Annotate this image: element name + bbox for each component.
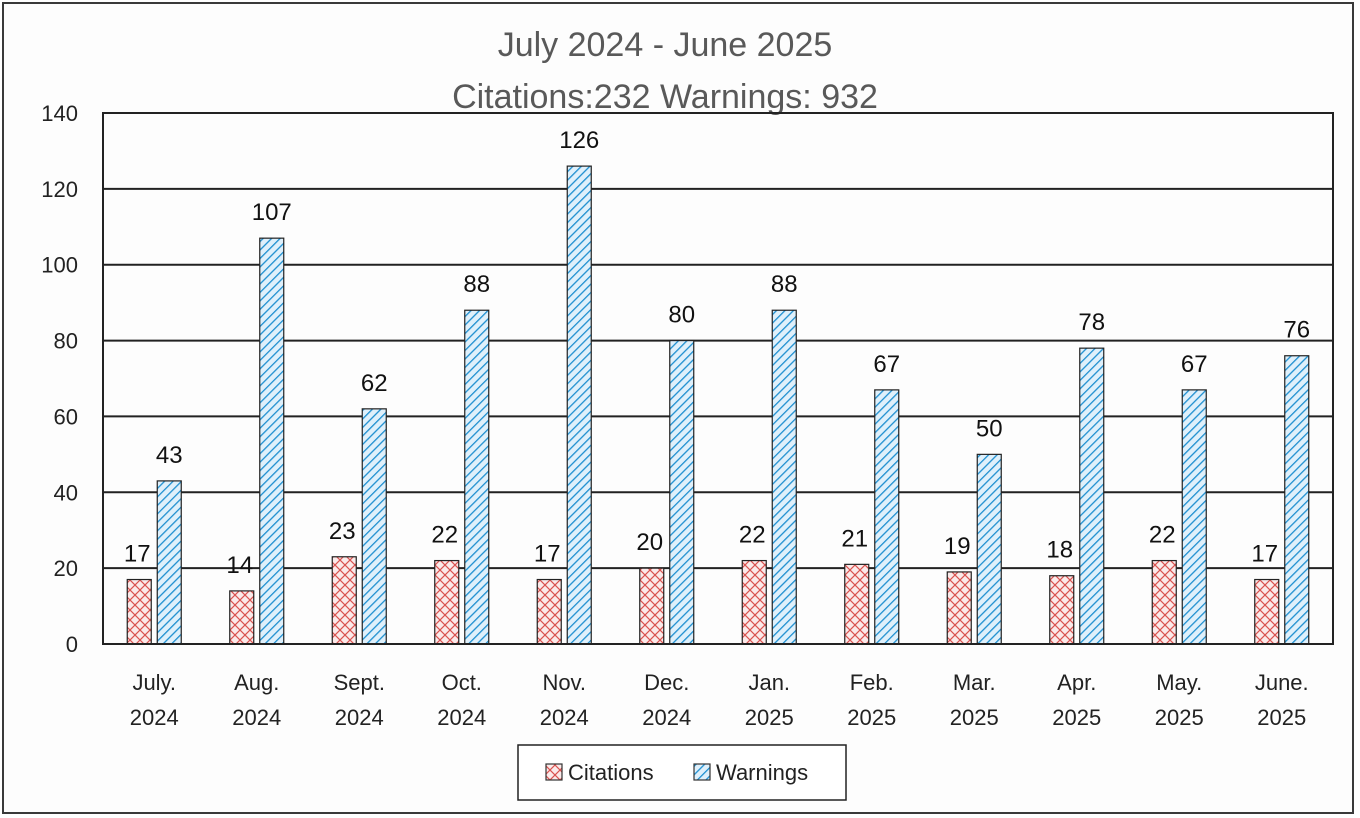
bar-warnings: [259, 237, 285, 645]
y-tick-label: 0: [66, 632, 78, 657]
x-tick-label: Oct.: [442, 670, 482, 695]
data-label-warnings: 78: [1078, 309, 1105, 336]
data-label-citations: 20: [636, 529, 663, 556]
plot-border: [102, 112, 1334, 645]
chart-subtitle: Citations:232 Warnings: 932: [452, 78, 878, 116]
data-label-warnings: 43: [156, 442, 183, 469]
bar-citations: [331, 556, 357, 645]
chart-title: July 2024 - June 2025: [498, 26, 833, 64]
bar-warnings: [566, 165, 592, 645]
bar-citations: [946, 571, 972, 645]
bars: [126, 165, 1310, 645]
y-axis-ticks: 0 20 40 60 80 100 120 140: [41, 101, 78, 657]
x-tick-label: 2025: [1052, 705, 1101, 730]
x-tick-label: 2025: [745, 705, 794, 730]
data-label-citations: 22: [431, 522, 458, 549]
x-tick-label: Sept.: [334, 670, 385, 695]
data-label-warnings: 88: [463, 271, 490, 298]
bar-warnings: [1181, 389, 1207, 645]
bar-warnings: [874, 389, 900, 645]
legend-label-warnings: Warnings: [716, 760, 808, 785]
bar-warnings: [156, 480, 182, 645]
legend-swatch-warnings: [693, 763, 711, 781]
data-label-warnings: 107: [252, 199, 292, 226]
x-tick-label: 2024: [437, 705, 486, 730]
data-labels: 17 43 14 107 23 62 22 88 17 126 20 80 22 88 21 67 19 50 18…: [124, 127, 1310, 579]
data-label-warnings: 62: [361, 370, 388, 397]
bar-warnings: [1284, 355, 1310, 645]
bar-citations: [741, 559, 767, 645]
bar-warnings: [464, 309, 490, 645]
data-label-citations: 18: [1046, 537, 1073, 564]
x-tick-label: Mar.: [953, 670, 996, 695]
x-tick-label: Aug.: [234, 670, 279, 695]
x-tick-label: 2025: [950, 705, 999, 730]
legend-swatch-citations: [545, 763, 563, 781]
y-tick-label: 20: [54, 556, 78, 581]
x-tick-label: 2024: [540, 705, 589, 730]
y-tick-label: 140: [41, 101, 78, 126]
data-label-warnings: 126: [559, 127, 599, 154]
legend-box: [517, 744, 847, 801]
bar-citations: [536, 578, 562, 645]
x-tick-label: Dec.: [644, 670, 689, 695]
x-tick-label: July.: [132, 670, 176, 695]
x-tick-label: Jan.: [748, 670, 790, 695]
bar-warnings: [1079, 347, 1105, 645]
data-label-citations: 19: [944, 533, 971, 560]
x-tick-label: Feb.: [850, 670, 894, 695]
data-label-warnings: 80: [668, 302, 695, 329]
y-tick-label: 60: [54, 404, 78, 429]
data-label-citations: 17: [1251, 541, 1278, 568]
data-label-citations: 22: [1149, 522, 1176, 549]
data-label-warnings: 67: [1181, 351, 1208, 378]
bar-citations: [126, 578, 152, 645]
data-label-warnings: 88: [771, 271, 798, 298]
data-label-citations: 22: [739, 522, 766, 549]
x-tick-label: 2025: [1257, 705, 1306, 730]
bar-warnings: [771, 309, 797, 645]
bar-citations: [229, 590, 255, 645]
x-tick-label: 2024: [642, 705, 691, 730]
y-tick-label: 80: [54, 329, 78, 354]
x-tick-label: 2024: [130, 705, 179, 730]
legend-label-citations: Citations: [568, 760, 654, 785]
bar-citations: [1254, 578, 1280, 645]
x-axis-labels: July. 2024 Aug. 2024 Sept. 2024 Oct. 2024 Nov. 20…: [130, 670, 1309, 730]
data-label-warnings: 50: [976, 415, 1003, 442]
x-tick-label: May.: [1156, 670, 1202, 695]
x-tick-label: 2024: [232, 705, 281, 730]
data-label-citations: 17: [124, 541, 151, 568]
data-label-citations: 17: [534, 541, 561, 568]
x-tick-label: June.: [1255, 670, 1309, 695]
y-tick-label: 40: [54, 480, 78, 505]
bar-citations: [434, 559, 460, 645]
bar-warnings: [976, 453, 1002, 645]
y-tick-label: 120: [41, 177, 78, 202]
bar-citations: [1049, 575, 1075, 645]
data-label-warnings: 76: [1283, 317, 1310, 344]
data-label-citations: 14: [226, 552, 253, 579]
legend: Citations Warnings: [517, 744, 847, 801]
x-tick-label: Apr.: [1057, 670, 1096, 695]
x-tick-label: Nov.: [542, 670, 586, 695]
data-label-citations: 21: [841, 525, 868, 552]
x-tick-label: 2025: [847, 705, 896, 730]
bar-warnings: [361, 408, 387, 645]
x-tick-label: 2024: [335, 705, 384, 730]
bar-warnings: [669, 339, 695, 645]
bar-citations: [1151, 559, 1177, 645]
bar-citations: [639, 567, 665, 645]
bar-citations: [844, 563, 870, 645]
data-label-warnings: 67: [873, 351, 900, 378]
y-tick-label: 100: [41, 253, 78, 278]
gridlines: [103, 112, 1333, 645]
x-tick-label: 2025: [1155, 705, 1204, 730]
data-label-citations: 23: [329, 518, 356, 545]
